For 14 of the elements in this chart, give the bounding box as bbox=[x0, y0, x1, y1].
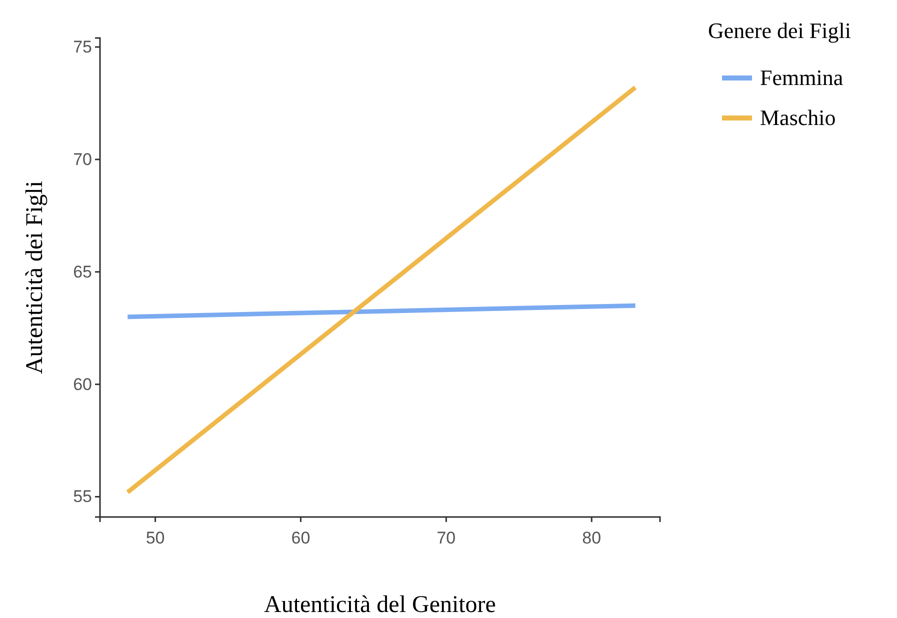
y-tick-label: 75 bbox=[73, 37, 92, 56]
x-tick-label: 50 bbox=[146, 528, 165, 548]
x-tick-label: 70 bbox=[436, 528, 456, 548]
legend-title: Genere dei Figli bbox=[708, 18, 851, 43]
y-tick-label: 65 bbox=[73, 262, 92, 282]
y-tick-label: 70 bbox=[73, 150, 92, 169]
x-axis-title: Autenticità del Genitore bbox=[264, 592, 496, 618]
legend-label: Femmina bbox=[760, 65, 844, 90]
y-axis-title: Autenticità dei Figli bbox=[22, 180, 48, 374]
x-tick-label: 60 bbox=[291, 528, 310, 548]
legend-label: Maschio bbox=[760, 105, 836, 130]
x-tick-label: 80 bbox=[582, 528, 602, 548]
y-tick-label: 60 bbox=[73, 374, 92, 394]
y-tick-label: 55 bbox=[73, 487, 92, 506]
